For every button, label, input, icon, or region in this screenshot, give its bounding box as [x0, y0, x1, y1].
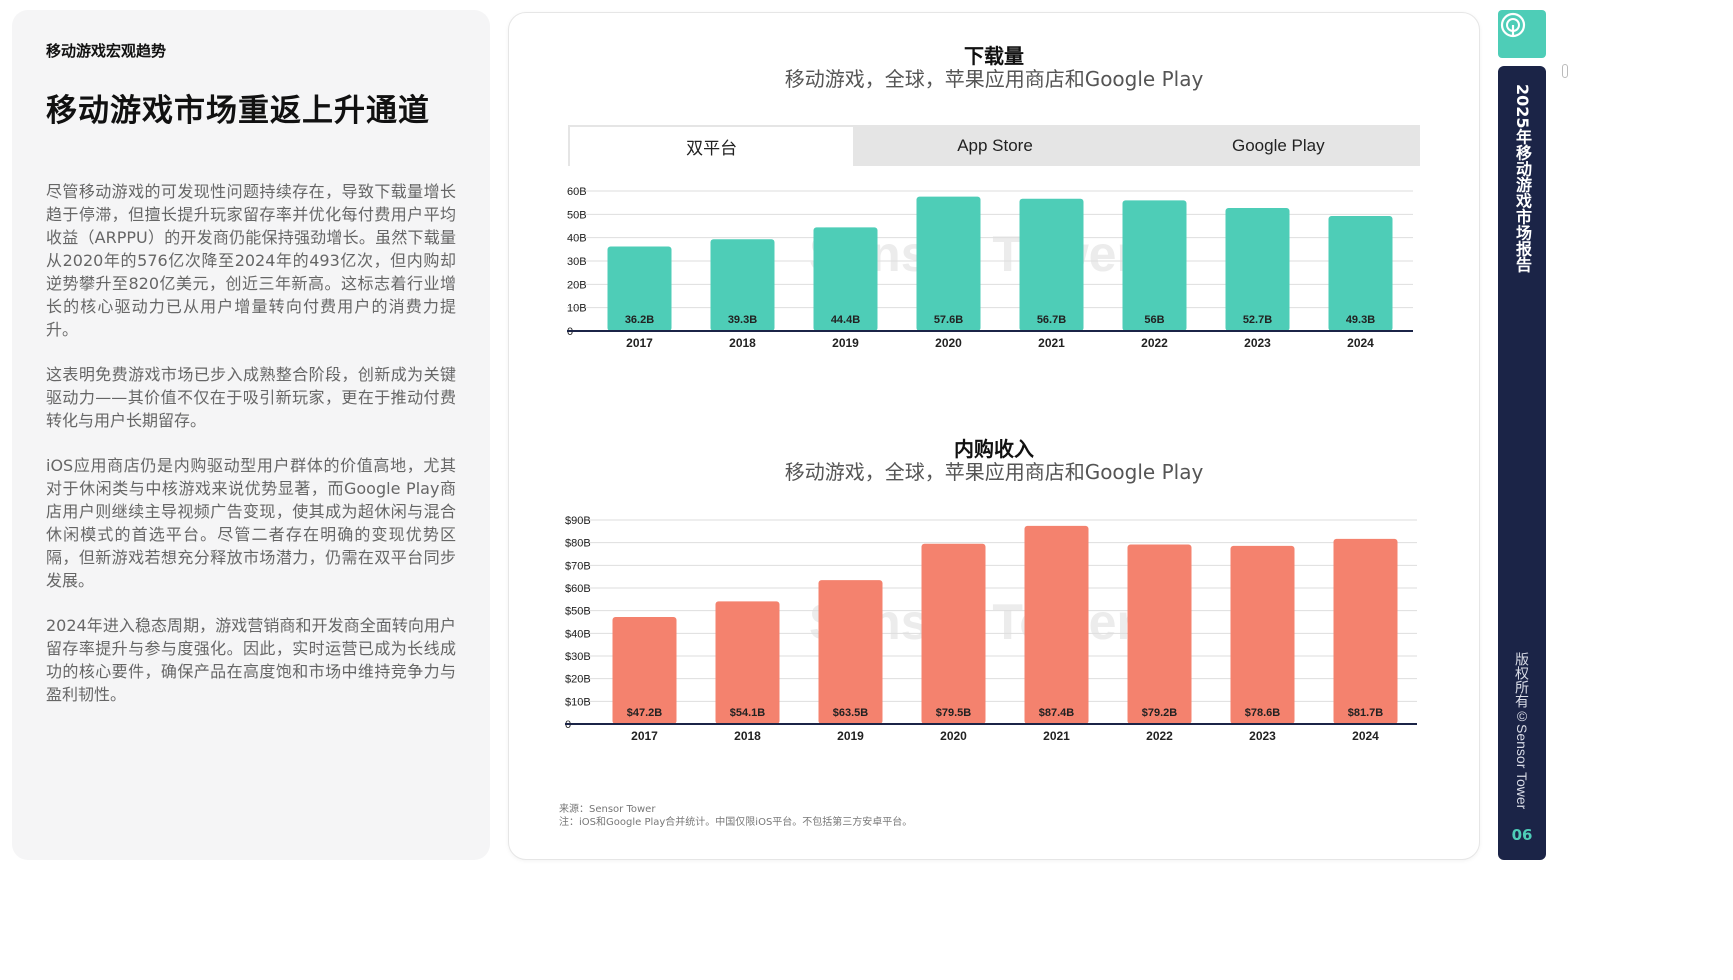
revenue-x-tick-label: 2017 — [631, 729, 658, 743]
downloads-y-tick-label: 20B — [567, 279, 587, 291]
revenue-y-tick-label: $90B — [565, 515, 591, 527]
source-line: 来源：Sensor Tower — [559, 804, 656, 815]
downloads-bar-value-label: 56B — [1144, 314, 1164, 326]
revenue-y-tick-label: $80B — [565, 538, 591, 550]
downloads-y-tick-label: 10B — [567, 303, 587, 315]
revenue-x-tick-label: 2019 — [837, 729, 864, 743]
page-number: 06 — [1511, 826, 1533, 844]
downloads-x-tick-label: 2020 — [935, 336, 962, 350]
downloads-bar-chart: Sensor Tower010B20B30B40B50B60B36.2B2017… — [567, 186, 1413, 350]
revenue-bar-value-label: $79.2B — [1142, 707, 1178, 719]
body-text: 尽管移动游戏的可发现性问题持续存在，导致下载量增长趋于停滞，但擅长提升玩家留存率… — [46, 180, 456, 706]
downloads-y-tick-label: 40B — [567, 233, 587, 245]
revenue-x-tick-label: 2021 — [1043, 729, 1070, 743]
downloads-chart-title: 下载量 — [964, 44, 1024, 68]
source-note: 来源：Sensor Tower 注：iOS和Google Play合并统计。中国… — [559, 803, 912, 829]
tab-both-platforms[interactable]: 双平台 — [568, 125, 854, 166]
downloads-bar — [813, 227, 878, 331]
platform-tabs: 双平台 App Store Google Play — [568, 125, 1420, 166]
revenue-y-tick-label: $70B — [565, 560, 591, 572]
revenue-bar — [612, 617, 677, 724]
downloads-x-tick-label: 2023 — [1244, 336, 1271, 350]
downloads-bar-value-label: 49.3B — [1346, 314, 1375, 326]
revenue-y-tick-label: $50B — [565, 606, 591, 618]
downloads-x-tick-label: 2022 — [1141, 336, 1168, 350]
revenue-bar-value-label: $54.1B — [730, 707, 766, 719]
revenue-bar-value-label: $79.5B — [936, 707, 972, 719]
page-title: 移动游戏市场重返上升通道 — [46, 93, 430, 129]
revenue-bar — [921, 543, 986, 724]
revenue-heading: 内购收入 移动游戏，全球，苹果应用商店和Google Play — [509, 438, 1479, 484]
revenue-bar — [715, 601, 780, 724]
scrollbar-handle[interactable] — [1562, 64, 1568, 78]
copyright-text: 版权所有©Sensor Tower — [1514, 652, 1530, 810]
downloads-bar — [1225, 208, 1290, 331]
intro-panel: 移动游戏宏观趋势 移动游戏市场重返上升通道 尽管移动游戏的可发现性问题持续存在，… — [12, 10, 490, 860]
chart-card: 下载量 移动游戏，全球，苹果应用商店和Google Play 双平台 App S… — [508, 12, 1480, 860]
downloads-bar-value-label: 56.7B — [1037, 314, 1066, 326]
revenue-bar-chart: Sensor Tower0$10B$20B$30B$40B$50B$60B$70… — [565, 515, 1417, 743]
revenue-y-tick-label: $60B — [565, 583, 591, 595]
revenue-y-tick-label: $10B — [565, 696, 591, 708]
paragraph-3: iOS应用商店仍是内购驱动型用户群体的价值高地，尤其对于休闲类与中核游戏来说优势… — [46, 456, 456, 590]
downloads-bar-value-label: 36.2B — [625, 314, 654, 326]
tab-app-store[interactable]: App Store — [957, 135, 1033, 155]
report-side-rail: 2025年移动游戏市场报告 版权所有©Sensor Tower 06 — [1498, 66, 1546, 860]
downloads-x-tick-label: 2019 — [832, 336, 859, 350]
revenue-y-tick-label: $40B — [565, 628, 591, 640]
revenue-x-tick-label: 2020 — [940, 729, 967, 743]
downloads-bar — [1328, 215, 1393, 331]
revenue-y-tick-label: $30B — [565, 651, 591, 663]
downloads-y-tick-label: 60B — [567, 186, 587, 198]
tab-google-play[interactable]: Google Play — [1232, 135, 1325, 155]
revenue-bar — [818, 580, 883, 724]
revenue-bar — [1230, 545, 1295, 724]
downloads-bar-value-label: 39.3B — [728, 314, 757, 326]
logo-mark-icon — [1500, 12, 1526, 38]
downloads-y-tick-label: 50B — [567, 209, 587, 221]
paragraph-4: 2024年进入稳态周期，游戏营销商和开发商全面转向用户留存率提升与参与度强化。因… — [46, 616, 456, 704]
downloads-y-tick-label: 30B — [567, 256, 587, 268]
downloads-bar — [607, 246, 672, 331]
revenue-x-tick-label: 2024 — [1352, 729, 1379, 743]
paragraph-2: 这表明免费游戏市场已步入成熟整合阶段，创新成为关键驱动力——其价值不仅在于吸引新… — [46, 365, 456, 430]
downloads-x-tick-label: 2021 — [1038, 336, 1065, 350]
downloads-heading: 下载量 移动游戏，全球，苹果应用商店和Google Play — [509, 45, 1479, 91]
revenue-bar-value-label: $63.5B — [833, 707, 869, 719]
revenue-chart-title: 内购收入 — [954, 437, 1034, 461]
revenue-x-tick-label: 2022 — [1146, 729, 1173, 743]
revenue-bar-value-label: $81.7B — [1348, 707, 1384, 719]
paragraph-1: 尽管移动游戏的可发现性问题持续存在，导致下载量增长趋于停滞，但擅长提升玩家留存率… — [46, 182, 456, 339]
downloads-bar — [1122, 200, 1187, 331]
downloads-bar-value-label: 44.4B — [831, 314, 860, 326]
report-title: 2025年移动游戏市场报告 — [1513, 84, 1532, 273]
downloads-bar — [916, 196, 981, 331]
revenue-chart-subtitle: 移动游戏，全球，苹果应用商店和Google Play — [784, 460, 1204, 484]
downloads-bar — [710, 239, 775, 331]
section-kicker: 移动游戏宏观趋势 — [46, 42, 167, 60]
revenue-bar-value-label: $87.4B — [1039, 707, 1075, 719]
downloads-chart-subtitle: 移动游戏，全球，苹果应用商店和Google Play — [784, 67, 1204, 91]
revenue-x-tick-label: 2023 — [1249, 729, 1276, 743]
revenue-bar-value-label: $78.6B — [1245, 707, 1281, 719]
revenue-y-tick-label: $20B — [565, 674, 591, 686]
revenue-x-tick-label: 2018 — [734, 729, 761, 743]
sensor-tower-logo-icon[interactable] — [1498, 10, 1546, 58]
revenue-bar — [1127, 544, 1192, 724]
note-line: 注：iOS和Google Play合并统计。中国仅限iOS平台。不包括第三方安卓… — [559, 817, 913, 828]
revenue-bar — [1333, 538, 1398, 724]
revenue-bar-value-label: $47.2B — [627, 707, 663, 719]
downloads-x-tick-label: 2024 — [1347, 336, 1374, 350]
downloads-bar — [1019, 198, 1084, 331]
downloads-x-tick-label: 2018 — [729, 336, 756, 350]
downloads-bar-value-label: 57.6B — [934, 314, 963, 326]
revenue-bar — [1024, 525, 1089, 724]
downloads-bar-value-label: 52.7B — [1243, 314, 1272, 326]
downloads-x-tick-label: 2017 — [626, 336, 653, 350]
